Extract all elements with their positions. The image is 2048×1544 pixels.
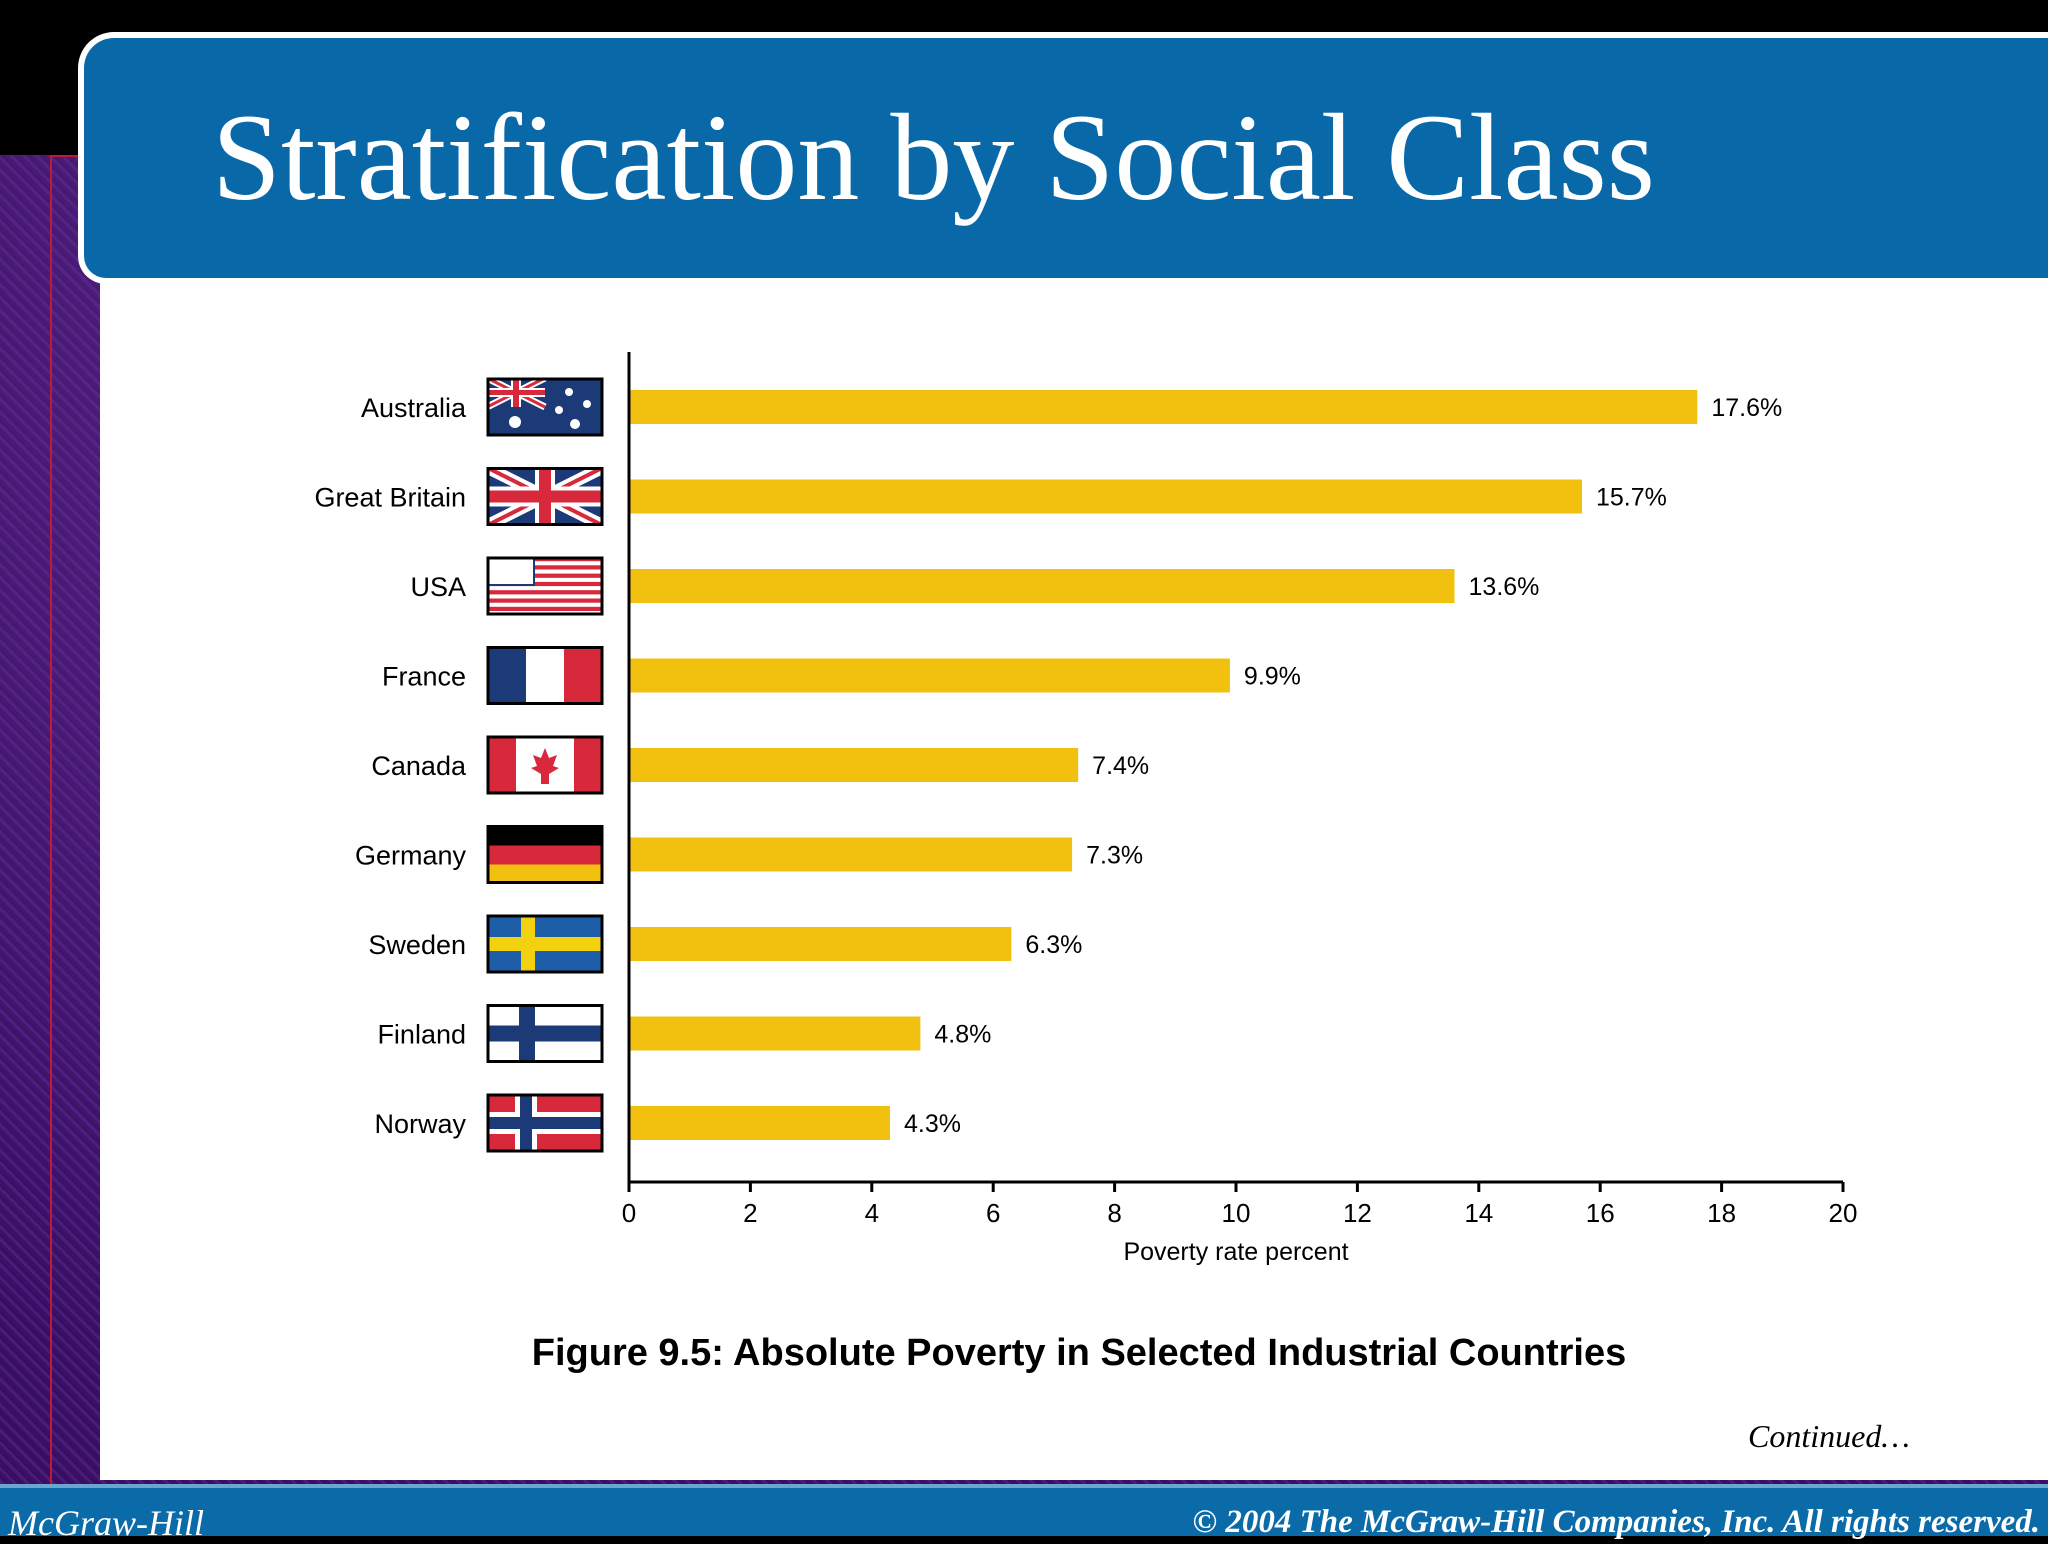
continued-note: Continued…	[1748, 1418, 1910, 1454]
bar-finland	[629, 1016, 921, 1051]
france-flag-icon	[486, 646, 604, 705]
category-label-finland: Finland	[377, 1020, 466, 1050]
x-tick-label-18: 18	[1707, 1198, 1736, 1228]
category-label-france: France	[382, 662, 466, 692]
bar-australia	[629, 390, 1698, 424]
slide-title: Stratification by Social Class	[212, 89, 1656, 226]
usa-flag-icon	[486, 556, 604, 616]
value-label-sweden: 6.3%	[1025, 931, 1082, 959]
category-label-germany: Germany	[355, 841, 467, 871]
x-tick-label-2: 2	[743, 1198, 757, 1228]
value-label-germany: 7.3%	[1086, 842, 1143, 870]
value-label-france: 9.9%	[1244, 663, 1301, 691]
footer-bar: McGraw-Hill © 2004 The McGraw-Hill Compa…	[0, 1484, 2048, 1543]
x-tick-label-6: 6	[986, 1198, 1000, 1228]
title-banner	[78, 32, 2048, 284]
x-tick-label-12: 12	[1343, 1198, 1372, 1228]
value-label-norway: 4.3%	[904, 1110, 961, 1138]
category-label-sweden: Sweden	[368, 930, 466, 960]
bar-usa	[629, 569, 1455, 603]
poverty-bar-chart: Australia 17.6% Great Britain 15.7% USA 13.6%…	[314, 352, 1858, 1266]
category-label-australia: Australia	[361, 393, 467, 423]
value-label-australia: 17.6%	[1711, 394, 1782, 422]
canada-flag-icon	[486, 735, 604, 795]
bar-canada	[629, 748, 1079, 782]
x-axis-label: Poverty rate percent	[1123, 1238, 1348, 1266]
publisher-name: McGraw-Hill	[8, 1503, 204, 1543]
finland-flag-icon	[486, 1004, 604, 1063]
x-tick-label-4: 4	[865, 1198, 879, 1228]
germany-flag-icon	[486, 825, 604, 884]
bar-great-britain	[629, 479, 1582, 514]
figure-caption: Figure 9.5: Absolute Poverty in Selected…	[531, 1332, 1627, 1374]
norway-flag-icon	[486, 1093, 604, 1153]
x-tick-label-10: 10	[1222, 1198, 1251, 1228]
value-label-finland: 4.8%	[934, 1021, 991, 1049]
sweden-flag-icon	[486, 914, 604, 974]
x-tick-label-0: 0	[622, 1198, 636, 1228]
x-tick-label-8: 8	[1107, 1198, 1121, 1228]
copyright-notice: © 2004 The McGraw-Hill Companies, Inc. A…	[1192, 1504, 2040, 1540]
bar-sweden	[629, 927, 1012, 961]
value-label-canada: 7.4%	[1092, 752, 1149, 780]
x-tick-label-14: 14	[1464, 1198, 1493, 1228]
category-label-canada: Canada	[371, 751, 467, 781]
category-label-usa: USA	[410, 572, 466, 602]
bar-france	[629, 658, 1230, 693]
bar-germany	[629, 837, 1073, 872]
x-tick-label-20: 20	[1829, 1198, 1858, 1228]
x-tick-label-16: 16	[1586, 1198, 1615, 1228]
bar-norway	[629, 1106, 891, 1140]
australia-flag-icon	[486, 377, 604, 437]
value-label-great-britain: 15.7%	[1596, 484, 1667, 512]
category-label-norway: Norway	[374, 1109, 466, 1139]
great-britain-flag-icon	[486, 467, 604, 526]
value-label-usa: 13.6%	[1469, 573, 1540, 601]
category-label-great-britain: Great Britain	[314, 483, 466, 513]
